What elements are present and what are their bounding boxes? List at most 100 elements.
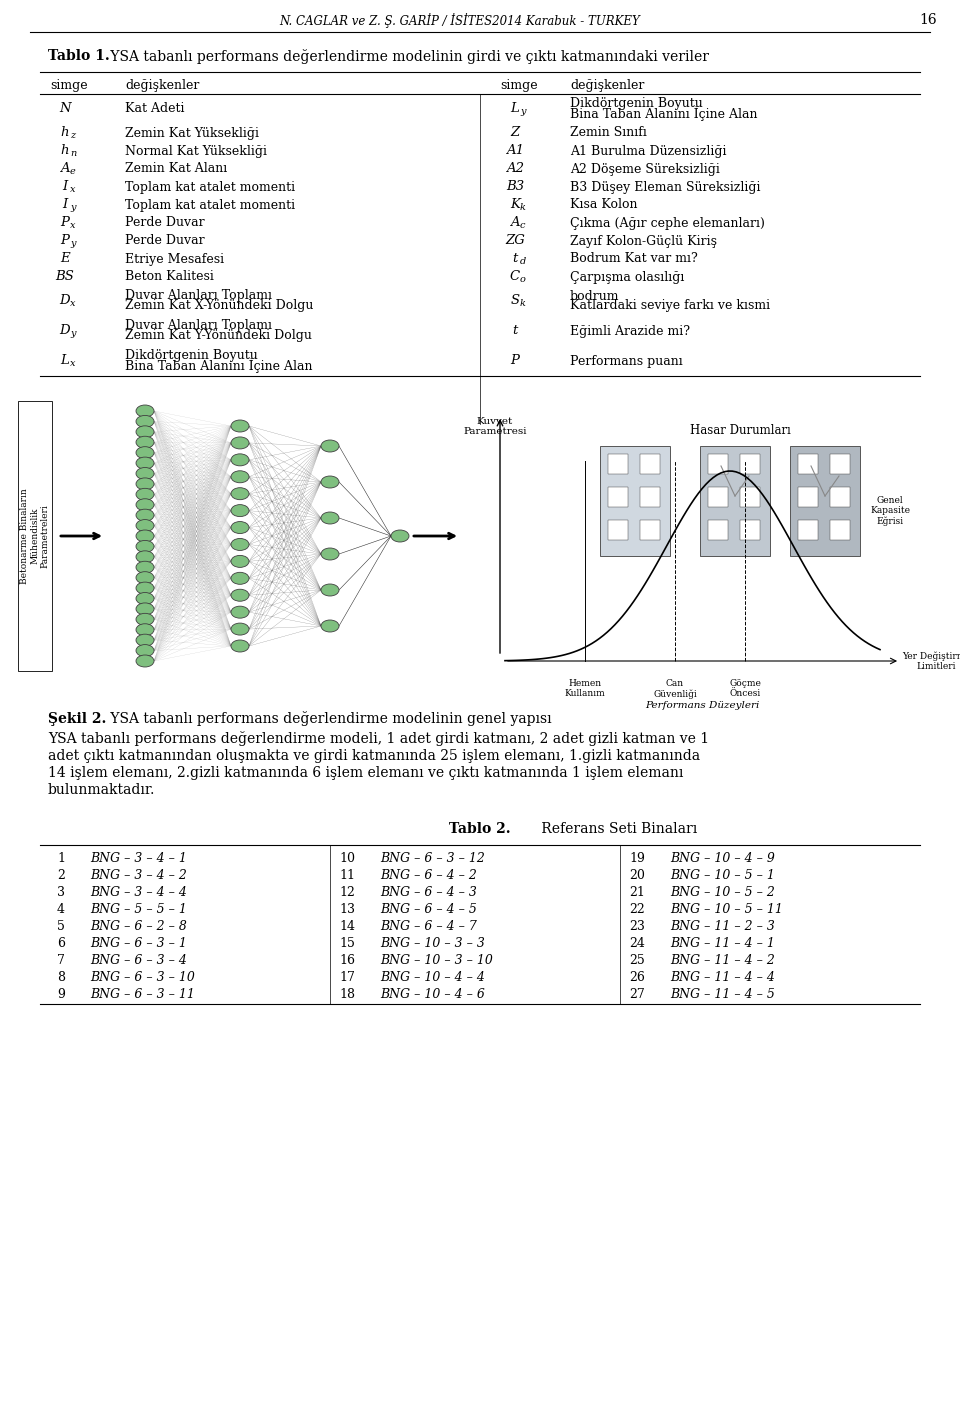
Text: x: x [70, 300, 76, 308]
Text: Etriye Mesafesi: Etriye Mesafesi [125, 253, 224, 266]
Text: I: I [62, 181, 67, 194]
Bar [740, 520, 759, 540]
Bar [18, 401, 52, 671]
Ellipse shape [231, 538, 249, 551]
Ellipse shape [136, 437, 154, 448]
Text: BNG – 3 – 4 – 1: BNG – 3 – 4 – 1 [90, 852, 187, 865]
Text: C: C [510, 270, 520, 284]
Text: BNG – 11 – 4 – 2: BNG – 11 – 4 – 2 [670, 954, 775, 966]
Bar [700, 447, 770, 555]
Ellipse shape [231, 606, 249, 617]
Ellipse shape [321, 476, 339, 487]
Text: 17: 17 [339, 971, 355, 983]
Text: t: t [513, 325, 517, 338]
Text: YSA tabanlı performans değerlendirme modelinin genel yapısı: YSA tabanlı performans değerlendirme mod… [106, 712, 552, 726]
Text: A2 Döşeme Süreksizliği: A2 Döşeme Süreksizliği [570, 162, 720, 175]
Ellipse shape [231, 420, 249, 432]
Text: Duvar Alanları Toplamı: Duvar Alanları Toplamı [125, 319, 272, 332]
Text: t: t [513, 253, 517, 266]
Text: 10: 10 [339, 852, 355, 865]
Text: 14: 14 [339, 920, 355, 933]
Text: BNG – 6 – 3 – 12: BNG – 6 – 3 – 12 [380, 852, 485, 865]
Text: 6: 6 [57, 937, 65, 950]
Ellipse shape [136, 468, 154, 479]
Text: Toplam kat atalet momenti: Toplam kat atalet momenti [125, 198, 295, 212]
Text: 26: 26 [629, 971, 645, 983]
Text: B3 Düşey Eleman Süreksizliği: B3 Düşey Eleman Süreksizliği [570, 181, 760, 194]
Ellipse shape [136, 613, 154, 626]
Text: 13: 13 [339, 903, 355, 916]
Ellipse shape [321, 620, 339, 632]
Text: c: c [520, 222, 525, 230]
Text: bulunmaktadır.: bulunmaktadır. [48, 783, 156, 797]
Ellipse shape [136, 478, 154, 490]
Text: A1: A1 [506, 144, 524, 157]
Ellipse shape [136, 456, 154, 469]
Text: n: n [70, 150, 76, 158]
Ellipse shape [231, 640, 249, 651]
Text: simge: simge [50, 79, 87, 92]
Text: Performans puanı: Performans puanı [570, 355, 683, 367]
Bar [740, 487, 759, 507]
Bar [609, 520, 628, 540]
Text: Zemin Kat Y-Yönündeki Dolgu: Zemin Kat Y-Yönündeki Dolgu [125, 329, 312, 342]
Text: 24: 24 [629, 937, 645, 950]
Text: BNG – 10 – 5 – 2: BNG – 10 – 5 – 2 [670, 886, 775, 899]
Text: 16: 16 [919, 13, 937, 27]
Text: BNG – 6 – 4 – 3: BNG – 6 – 4 – 3 [380, 886, 477, 899]
Ellipse shape [136, 499, 154, 510]
Text: Zemin Kat X-Yönündeki Dolgu: Zemin Kat X-Yönündeki Dolgu [125, 300, 313, 312]
Text: BNG – 10 – 3 – 10: BNG – 10 – 3 – 10 [380, 954, 492, 966]
Ellipse shape [136, 406, 154, 417]
Text: Şekil 2.: Şekil 2. [48, 712, 107, 726]
Bar [790, 447, 860, 555]
Text: Perde Duvar: Perde Duvar [125, 235, 204, 247]
Text: 19: 19 [629, 852, 645, 865]
Text: Tablo 1.: Tablo 1. [48, 49, 109, 64]
Text: ZG: ZG [505, 235, 525, 247]
Text: Bodrum Kat var mı?: Bodrum Kat var mı? [570, 253, 698, 266]
Text: P: P [60, 235, 69, 247]
Text: BNG – 3 – 4 – 4: BNG – 3 – 4 – 4 [90, 886, 187, 899]
Ellipse shape [321, 548, 339, 560]
Ellipse shape [231, 437, 249, 449]
Text: BNG – 3 – 4 – 2: BNG – 3 – 4 – 2 [90, 869, 187, 882]
Text: BNG – 6 – 3 – 4: BNG – 6 – 3 – 4 [90, 954, 187, 966]
Text: BNG – 10 – 3 – 3: BNG – 10 – 3 – 3 [380, 937, 485, 950]
Text: Betonarme Binaların
Mühendislik
Parametreleri: Betonarme Binaların Mühendislik Parametr… [20, 487, 50, 584]
Ellipse shape [136, 425, 154, 438]
Bar [829, 520, 850, 540]
Ellipse shape [136, 582, 154, 593]
Bar [640, 520, 660, 540]
Bar [799, 454, 818, 473]
Text: Referans Seti Binaları: Referans Seti Binaları [537, 822, 697, 836]
Bar [609, 487, 628, 507]
Text: d: d [520, 257, 526, 267]
Text: x: x [70, 185, 76, 195]
Text: Kuvvet
Parametresi: Kuvvet Parametresi [464, 417, 527, 437]
Text: Hemen
Kullanım: Hemen Kullanım [564, 680, 606, 698]
Bar [640, 487, 660, 507]
Ellipse shape [391, 530, 409, 543]
Bar [799, 520, 818, 540]
Bar [829, 487, 850, 507]
Text: BNG – 5 – 5 – 1: BNG – 5 – 5 – 1 [90, 903, 187, 916]
Text: P: P [511, 355, 519, 367]
Text: 16: 16 [339, 954, 355, 966]
Text: 12: 12 [339, 886, 355, 899]
Text: I: I [62, 198, 67, 212]
Text: A: A [510, 216, 519, 229]
Text: x: x [70, 222, 76, 230]
Text: x: x [70, 359, 76, 369]
Text: S: S [511, 294, 519, 308]
Text: k: k [520, 203, 526, 212]
Bar [799, 487, 818, 507]
Text: Toplam kat atalet momenti: Toplam kat atalet momenti [125, 181, 295, 194]
Ellipse shape [136, 447, 154, 459]
Ellipse shape [136, 530, 154, 543]
Text: BNG – 6 – 4 – 7: BNG – 6 – 4 – 7 [380, 920, 477, 933]
Text: y: y [70, 239, 76, 249]
Ellipse shape [136, 415, 154, 427]
Ellipse shape [136, 540, 154, 552]
Text: 27: 27 [629, 988, 645, 1000]
